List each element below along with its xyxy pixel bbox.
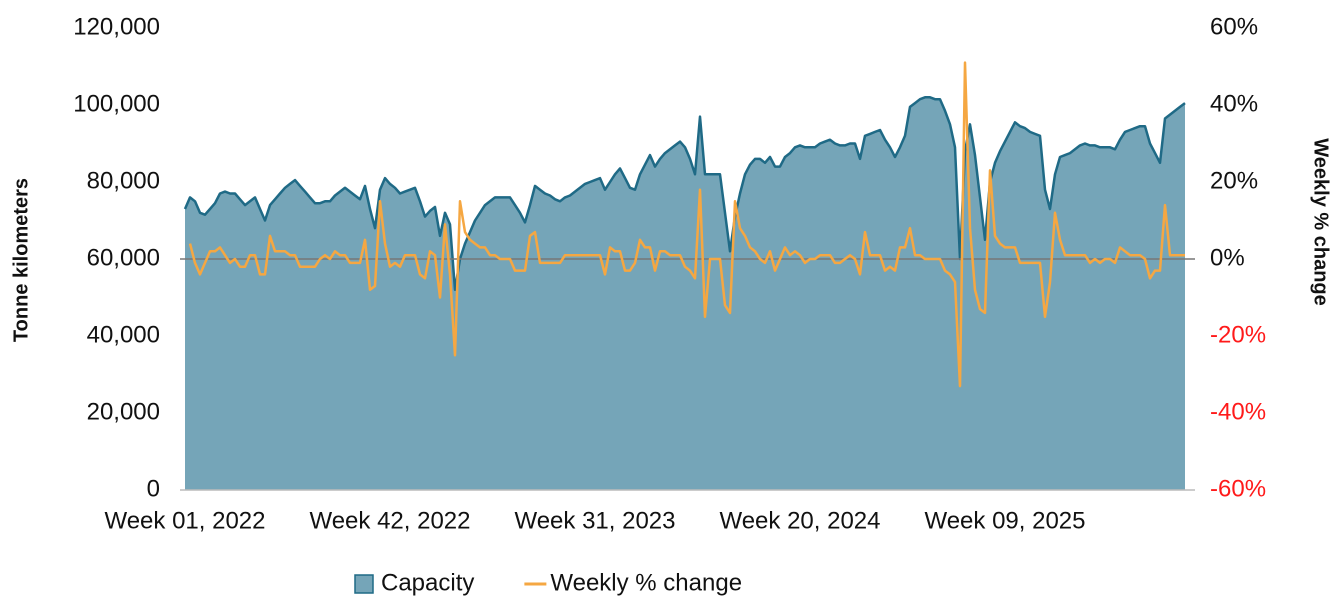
y2-tick-label: 0% [1210,244,1245,271]
change-line [188,61,1185,388]
legend-label: Weekly % change [550,569,742,596]
y-tick-label: 100,000 [73,90,160,117]
y2-tick-label: 20% [1210,167,1258,194]
x-tick-label: Week 42, 2022 [309,507,470,534]
y2-tick-label: 40% [1210,90,1258,117]
y-axis-title: Tonne kilometers [10,178,32,342]
x-tick-label: Week 31, 2023 [514,507,675,534]
y2-tick-label: 60% [1210,13,1258,40]
y2-axis-title: Weekly % change [1310,138,1332,305]
y-tick-label: 80,000 [87,167,160,194]
y-tick-label: 120,000 [73,13,160,40]
capacity-line [183,96,1186,292]
x-tick-label: Week 20, 2024 [719,507,880,534]
legend-label: Capacity [381,569,474,596]
x-tick-label: Week 09, 2025 [924,507,1085,534]
legend-swatch [354,574,374,594]
y-tick-label: 60,000 [87,244,160,271]
y2-tick-label: -20% [1210,321,1266,348]
y-tick-label: 40,000 [87,321,160,348]
y2-tick-label: -60% [1210,475,1266,502]
y-tick-label: 20,000 [87,398,160,425]
y-tick-label: 0 [147,475,160,502]
y2-tick-label: -40% [1210,398,1266,425]
capacity-area [185,97,1185,491]
x-tick-label: Week 01, 2022 [104,507,265,534]
